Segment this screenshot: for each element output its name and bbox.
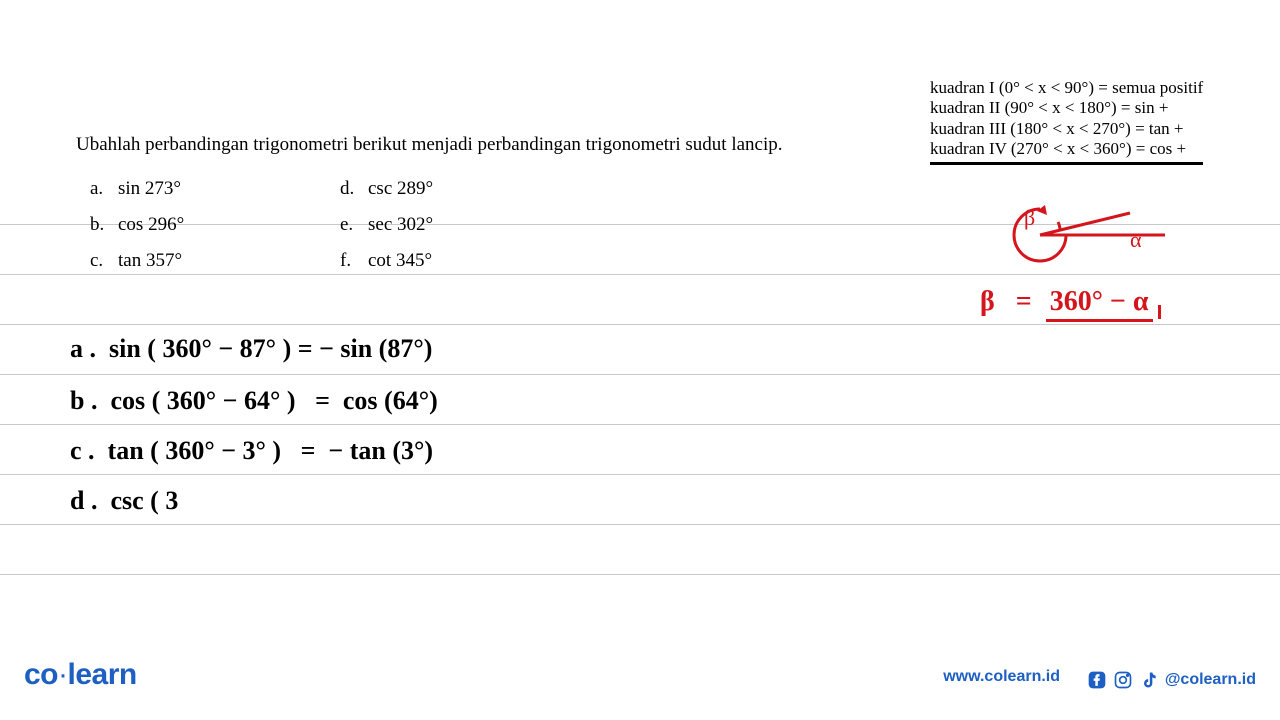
formula-rhs: 360° − α <box>1046 286 1153 322</box>
answer-a-lhs: sin ( 360° − 87° ) <box>109 334 291 363</box>
problem-e: e.sec 302° <box>340 214 540 250</box>
problem-f-text: cot 345° <box>368 250 432 271</box>
formula-eq: = <box>1016 286 1032 317</box>
problems-list: a.sin 273° d.csc 289° b.cos 296° e.sec 3… <box>90 178 540 286</box>
problem-d: d.csc 289° <box>340 178 540 214</box>
answer-c-rhs: − tan (3°) <box>328 436 433 465</box>
page: Ubahlah perbandingan trigonometri beriku… <box>0 0 1280 720</box>
answer-d-label: d . <box>70 486 97 515</box>
quadrant-4: kuadran IV (270° < x < 360°) = cos + <box>930 139 1203 164</box>
answer-b-label: b . <box>70 386 97 415</box>
angle-diagram: β α <box>1010 195 1180 280</box>
answer-a-rhs: − sin (87°) <box>319 334 432 363</box>
problem-f: f.cot 345° <box>340 250 540 286</box>
angle-diagram-svg: β α <box>1010 195 1180 275</box>
logo-part2: learn <box>68 658 137 691</box>
answer-c: c . tan ( 360° − 3° ) = − tan (3°) <box>70 436 433 466</box>
instagram-icon <box>1113 670 1133 690</box>
logo-part1: co <box>24 658 58 691</box>
social-handle: @colearn.id <box>1165 671 1256 689</box>
formula-lhs: β <box>980 286 995 317</box>
quadrant-1: kuadran I (0° < x < 90°) = semua positif <box>930 78 1203 98</box>
tiktok-icon <box>1139 670 1159 690</box>
answer-c-eq: = <box>301 436 316 465</box>
answer-a: a . sin ( 360° − 87° ) = − sin (87°) <box>70 334 432 364</box>
beta-label: β <box>1024 205 1035 230</box>
problem-e-text: sec 302° <box>368 214 433 235</box>
social-links: @colearn.id <box>1087 670 1256 690</box>
footer-url: www.colearn.id <box>943 668 1060 686</box>
logo-dot: · <box>58 658 68 691</box>
problem-b-text: cos 296° <box>118 214 184 235</box>
problem-b: b.cos 296° <box>90 214 340 250</box>
answer-b: b . cos ( 360° − 64° ) = cos (64°) <box>70 386 438 416</box>
footer: co·learn www.colearn.id @colearn.id <box>0 652 1280 692</box>
answer-a-label: a . <box>70 334 96 363</box>
problem-d-text: csc 289° <box>368 178 433 199</box>
quadrant-3: kuadran III (180° < x < 270°) = tan + <box>930 119 1203 139</box>
answer-b-rhs: cos (64°) <box>343 386 438 415</box>
alpha-label: α <box>1130 227 1142 252</box>
answer-c-lhs: tan ( 360° − 3° ) <box>108 436 282 465</box>
brand-logo: co·learn <box>24 658 137 692</box>
answer-d: d . csc ( 3 <box>70 486 178 516</box>
problem-a: a.sin 273° <box>90 178 340 214</box>
problem-c-text: tan 357° <box>118 250 182 271</box>
beta-formula: β = 360° − α <box>980 286 1161 319</box>
answer-d-lhs: csc ( 3 <box>110 486 178 515</box>
answer-a-eq: = <box>298 334 313 363</box>
answer-b-lhs: cos ( 360° − 64° ) <box>110 386 295 415</box>
question-prompt: Ubahlah perbandingan trigonometri beriku… <box>76 134 783 156</box>
answer-b-eq: = <box>315 386 330 415</box>
answer-c-label: c . <box>70 436 95 465</box>
problem-c: c.tan 357° <box>90 250 340 286</box>
facebook-icon <box>1087 670 1107 690</box>
problem-a-text: sin 273° <box>118 178 181 199</box>
quadrant-2: kuadran II (90° < x < 180°) = sin + <box>930 98 1203 118</box>
quadrant-notes: kuadran I (0° < x < 90°) = semua positif… <box>930 78 1203 165</box>
